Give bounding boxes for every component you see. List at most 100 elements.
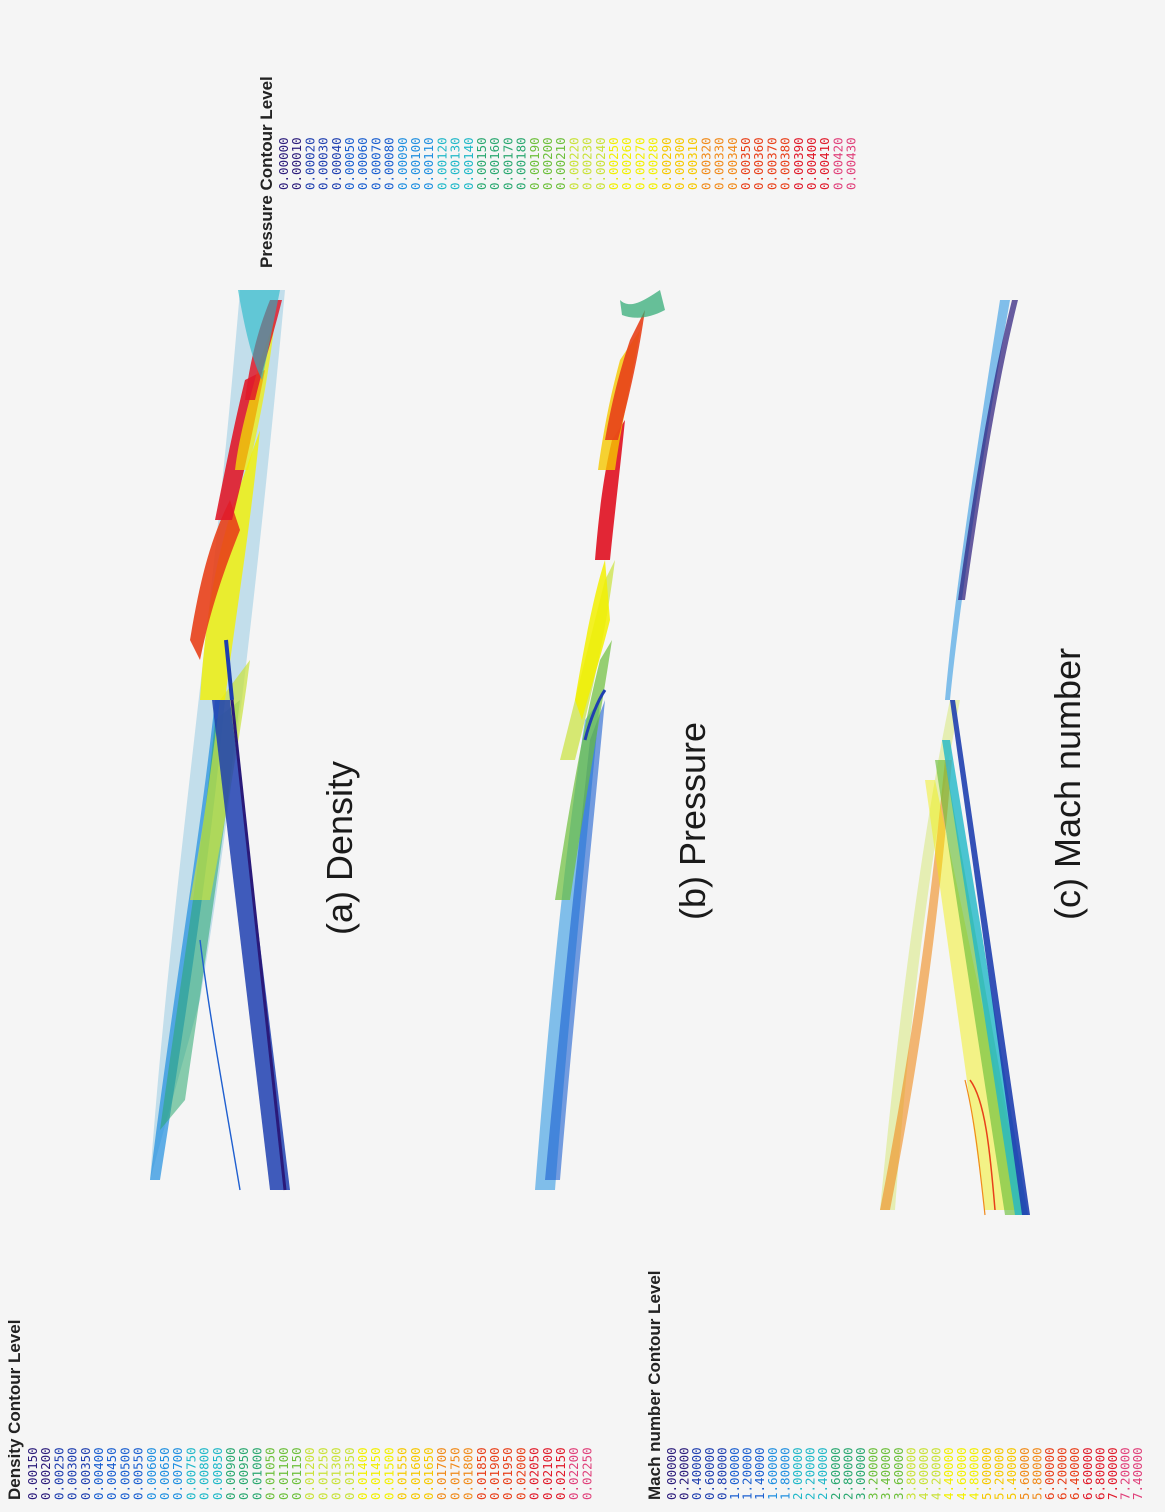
legend-value: 0.02100: [540, 1447, 555, 1500]
legend-value: 0.00320: [698, 137, 713, 190]
mach-legend-title: Mach number Contour Level: [645, 1270, 664, 1500]
legend-value: 0.00260: [619, 137, 634, 190]
legend-value: 0.00850: [210, 1447, 225, 1500]
legend-value: 0.00200: [540, 137, 555, 190]
legend-value: 5.80000: [1029, 1447, 1044, 1500]
legend-value: 0.00340: [725, 137, 740, 190]
legend-value: 0.02050: [527, 1447, 542, 1500]
pressure-caption: (b) Pressure: [672, 722, 713, 920]
legend-value: 0.60000: [702, 1447, 717, 1500]
legend-value: 6.80000: [1092, 1447, 1107, 1500]
density-caption: (a) Density: [319, 761, 360, 935]
legend-value: 7.40000: [1130, 1447, 1145, 1500]
legend-value: 6.40000: [1067, 1447, 1082, 1500]
legend-value: 4.20000: [929, 1447, 944, 1500]
legend-value: 0.00280: [646, 137, 661, 190]
legend-value: 4.80000: [966, 1447, 981, 1500]
legend-value: 0.01550: [395, 1447, 410, 1500]
legend-value: 0.00500: [117, 1447, 132, 1500]
legend-value: 0.00270: [632, 137, 647, 190]
legend-value: 0.00290: [659, 137, 674, 190]
legend-value: 0.00040: [329, 137, 344, 190]
legend-value: 6.00000: [1042, 1447, 1057, 1500]
legend-value: 0.00160: [487, 137, 502, 190]
legend-value: 2.60000: [828, 1447, 843, 1500]
legend-value: 0.00000: [276, 137, 291, 190]
legend-value: 3.60000: [891, 1447, 906, 1500]
legend-value: 0.00150: [25, 1447, 40, 1500]
legend-value: 0.00300: [65, 1447, 80, 1500]
legend-value: 0.01000: [249, 1447, 264, 1500]
legend-value: 0.00330: [712, 137, 727, 190]
pressure-legend: 0.000000.000100.000200.000300.000400.000…: [276, 137, 859, 190]
legend-value: 0.00350: [78, 1447, 93, 1500]
pressure-legend-title: Pressure Contour Level: [257, 76, 276, 268]
legend-value: 0.00150: [474, 137, 489, 190]
legend-value: 0.00060: [355, 137, 370, 190]
legend-value: 0.01800: [461, 1447, 476, 1500]
legend-value: 0.02250: [579, 1447, 594, 1500]
legend-value: 0.00210: [553, 137, 568, 190]
legend-value: 7.00000: [1105, 1447, 1120, 1500]
legend-value: 5.60000: [1017, 1447, 1032, 1500]
legend-value: 0.01600: [408, 1447, 423, 1500]
legend-value: 0.00130: [448, 137, 463, 190]
density-legend: 0.001500.002000.002500.003000.003500.004…: [25, 1447, 594, 1500]
legend-value: 0.00070: [368, 137, 383, 190]
legend-value: 0.00410: [817, 137, 832, 190]
pressure-contour-plot: [535, 290, 665, 1190]
legend-value: 7.20000: [1118, 1447, 1133, 1500]
legend-value: 0.00430: [844, 137, 859, 190]
legend-value: 4.40000: [941, 1447, 956, 1500]
legend-value: 1.80000: [777, 1447, 792, 1500]
legend-value: 0.00230: [580, 137, 595, 190]
legend-value: 0.00140: [461, 137, 476, 190]
legend-value: 0.00190: [527, 137, 542, 190]
legend-value: 0.00180: [514, 137, 529, 190]
legend-value: 0.01100: [276, 1447, 291, 1500]
legend-value: 1.20000: [740, 1447, 755, 1500]
legend-value: 0.00700: [170, 1447, 185, 1500]
legend-value: 0.00240: [593, 137, 608, 190]
legend-value: 5.40000: [1004, 1447, 1019, 1500]
legend-value: 1.40000: [752, 1447, 767, 1500]
legend-value: 0.01700: [434, 1447, 449, 1500]
legend-value: 6.20000: [1055, 1447, 1070, 1500]
legend-value: 0.00550: [131, 1447, 146, 1500]
legend-value: 0.00110: [421, 137, 436, 190]
mach-legend: 0.000000.200000.400000.600000.800001.000…: [664, 1447, 1145, 1500]
legend-value: 0.01750: [447, 1447, 462, 1500]
legend-value: 2.40000: [815, 1447, 830, 1500]
density-legend-title: Density Contour Level: [5, 1320, 24, 1500]
legend-value: 0.01200: [302, 1447, 317, 1500]
legend-value: 6.60000: [1080, 1447, 1095, 1500]
legend-value: 0.00030: [316, 137, 331, 190]
legend-value: 0.20000: [677, 1447, 692, 1500]
legend-value: 0.00120: [434, 137, 449, 190]
legend-value: 0.00420: [830, 137, 845, 190]
legend-value: 0.00360: [751, 137, 766, 190]
legend-value: 5.20000: [992, 1447, 1007, 1500]
legend-value: 0.00450: [104, 1447, 119, 1500]
legend-value: 4.00000: [916, 1447, 931, 1500]
legend-value: 0.00400: [91, 1447, 106, 1500]
legend-value: 0.00090: [395, 137, 410, 190]
legend-value: 0.01450: [368, 1447, 383, 1500]
legend-value: 0.00250: [51, 1447, 66, 1500]
legend-value: 0.00300: [672, 137, 687, 190]
legend-value: 0.00080: [382, 137, 397, 190]
legend-value: 0.01650: [421, 1447, 436, 1500]
legend-value: 0.00350: [738, 137, 753, 190]
legend-value: 0.00010: [289, 137, 304, 190]
density-contour-plot: [150, 290, 290, 1191]
legend-value: 0.00900: [223, 1447, 238, 1500]
legend-value: 0.80000: [714, 1447, 729, 1500]
legend-value: 0.00310: [685, 137, 700, 190]
legend-value: 0.01050: [263, 1447, 278, 1500]
legend-value: 0.00380: [778, 137, 793, 190]
legend-value: 0.02200: [566, 1447, 581, 1500]
legend-value: 0.01900: [487, 1447, 502, 1500]
legend-value: 0.00390: [791, 137, 806, 190]
legend-value: 0.00050: [342, 137, 357, 190]
legend-value: 1.00000: [727, 1447, 742, 1500]
